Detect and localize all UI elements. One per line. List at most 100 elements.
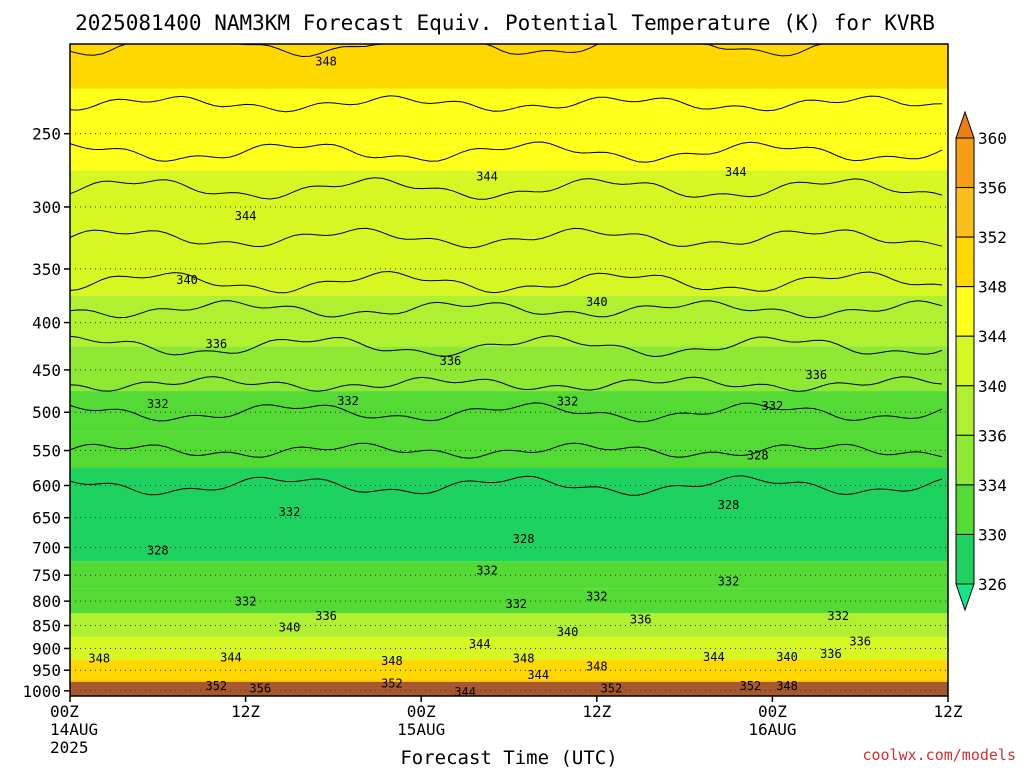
colorbar-swatch	[955, 137, 975, 189]
contour-line	[69, 95, 943, 113]
y-tick-label: 700	[32, 538, 61, 557]
colorbar-swatch	[955, 533, 975, 585]
contour-label: 336	[205, 337, 227, 351]
svg-text:348: 348	[88, 652, 110, 666]
svg-text:336: 336	[820, 647, 842, 661]
svg-text:336: 336	[315, 609, 337, 623]
svg-text:328: 328	[147, 543, 169, 557]
svg-text:336: 336	[805, 368, 827, 382]
theta-band	[70, 170, 948, 238]
theta-band	[70, 561, 948, 589]
colorbar-swatch	[955, 484, 975, 535]
contour-label: 352	[381, 677, 403, 691]
contour-label: 336	[630, 612, 652, 626]
contour-label: 332	[557, 395, 579, 409]
colorbar-label: 352	[978, 228, 1007, 247]
contour-label: 336	[849, 635, 871, 649]
svg-text:340: 340	[776, 650, 798, 664]
colorbar-swatch	[955, 335, 975, 387]
contour-label: 328	[718, 498, 740, 512]
y-axis: 250 300 350 400 450 500 550 600 650 700 750 800 850 9…	[22, 125, 70, 701]
ground-layer	[70, 682, 948, 696]
contour-label: 348	[381, 654, 403, 668]
contour-label: 332	[505, 597, 527, 611]
svg-text:348: 348	[586, 659, 608, 673]
svg-text:344: 344	[454, 685, 476, 699]
contour-line	[69, 177, 943, 200]
x-tick-label: 12Z	[231, 702, 260, 721]
svg-text:340: 340	[279, 620, 301, 634]
contour-label: 336	[315, 609, 337, 623]
y-tick-label: 800	[32, 592, 61, 611]
theta-band	[70, 659, 948, 681]
x-tick-date: 16AUG	[748, 720, 796, 739]
contour-label: 332	[235, 595, 257, 609]
contour-label: 340	[279, 620, 301, 634]
svg-text:336: 336	[849, 635, 871, 649]
contour-line	[69, 227, 943, 249]
y-tick-label: 750	[32, 566, 61, 585]
svg-text:336: 336	[205, 337, 227, 351]
svg-text:332: 332	[557, 395, 579, 409]
y-tick-label: 950	[32, 661, 61, 680]
y-tick-label: 1000	[22, 682, 61, 701]
chart-title: 2025081400 NAM3KM Forecast Equiv. Potent…	[75, 11, 935, 35]
contour-label: 344	[220, 651, 242, 665]
svg-text:348: 348	[315, 55, 337, 69]
contour-label: 348	[776, 679, 798, 693]
svg-text:332: 332	[586, 590, 608, 604]
theta-band	[70, 295, 948, 347]
colorbar-label: 348	[978, 278, 1007, 297]
theta-band	[70, 88, 948, 171]
theta-band	[70, 588, 948, 614]
colorbar-label: 356	[978, 179, 1007, 198]
svg-text:348: 348	[776, 679, 798, 693]
colorbar-label: 360	[978, 129, 1007, 148]
x-tick-label: 12Z	[934, 702, 963, 721]
y-tick-label: 400	[32, 314, 61, 333]
x-tick-date: 15AUG	[397, 720, 445, 739]
svg-text:336: 336	[630, 612, 652, 626]
svg-text:332: 332	[147, 397, 169, 411]
x-tick-label: 00Z	[758, 702, 787, 721]
svg-text:332: 332	[279, 505, 301, 519]
contour-line	[69, 300, 943, 319]
theta-band	[70, 346, 948, 392]
colorbar-swatch	[955, 385, 975, 436]
credit-text: coolwx.com/models	[862, 746, 1016, 764]
contour-label: 328	[147, 543, 169, 557]
svg-text:332: 332	[235, 595, 257, 609]
svg-text:336: 336	[440, 354, 462, 368]
svg-text:328: 328	[747, 449, 769, 463]
colorbar-swatch	[955, 187, 975, 238]
contour-label: 332	[476, 563, 498, 577]
y-tick-label: 650	[32, 509, 61, 528]
contour-label: 332	[827, 609, 849, 623]
contour-label: 332	[586, 590, 608, 604]
x-tick-label: 12Z	[582, 702, 611, 721]
svg-text:340: 340	[176, 273, 198, 287]
svg-text:344: 344	[476, 169, 498, 183]
svg-text:340: 340	[557, 625, 579, 639]
y-tick-label: 500	[32, 403, 61, 422]
svg-text:328: 328	[513, 532, 535, 546]
contour-label: 352	[740, 679, 762, 693]
svg-text:332: 332	[505, 597, 527, 611]
svg-text:344: 344	[527, 668, 549, 682]
contour-label: 344	[469, 637, 491, 651]
contour-label: 344	[454, 685, 476, 699]
svg-text:344: 344	[725, 165, 747, 179]
contour-label: 332	[718, 575, 740, 589]
y-tick-label: 450	[32, 361, 61, 380]
contour-label: 336	[820, 647, 842, 661]
contour-label: 344	[725, 165, 747, 179]
svg-text:332: 332	[718, 575, 740, 589]
colorbar: 360 356 352 348 344 340 336 334 330 326	[955, 110, 1007, 612]
svg-text:352: 352	[740, 679, 762, 693]
x-tick-label: 00Z	[407, 702, 436, 721]
colorbar-label: 344	[978, 327, 1007, 346]
theta-band	[70, 391, 948, 432]
